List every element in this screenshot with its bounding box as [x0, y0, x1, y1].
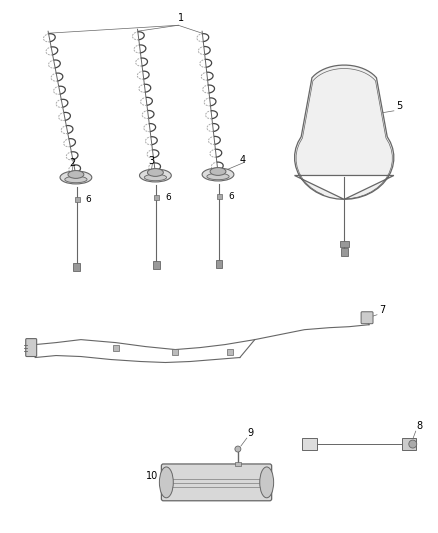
Ellipse shape [60, 171, 92, 184]
Bar [155, 196, 159, 200]
Bar [113, 345, 119, 351]
Ellipse shape [210, 167, 226, 175]
Bar [215, 260, 223, 268]
Ellipse shape [140, 169, 171, 182]
Circle shape [235, 446, 241, 452]
Bar [303, 438, 318, 450]
FancyBboxPatch shape [161, 464, 272, 501]
Ellipse shape [68, 171, 84, 179]
Text: 8: 8 [417, 421, 423, 431]
Bar [341, 248, 348, 256]
Ellipse shape [260, 467, 274, 498]
Bar [172, 349, 178, 354]
Text: 1: 1 [178, 13, 184, 23]
Ellipse shape [148, 168, 163, 176]
Text: 3: 3 [148, 156, 155, 166]
Bar [217, 195, 222, 199]
Bar [340, 241, 349, 247]
Text: 6: 6 [228, 192, 234, 201]
Bar [74, 263, 81, 271]
Text: 4: 4 [240, 155, 246, 165]
Bar [235, 462, 241, 466]
Text: 6: 6 [86, 195, 92, 204]
Text: 9: 9 [248, 428, 254, 438]
Text: 2: 2 [69, 158, 75, 167]
Bar [402, 438, 416, 450]
Polygon shape [294, 65, 394, 199]
Ellipse shape [144, 174, 166, 181]
Ellipse shape [207, 173, 229, 180]
Bar [75, 197, 80, 203]
FancyBboxPatch shape [26, 338, 37, 357]
Text: 6: 6 [165, 193, 171, 203]
Ellipse shape [65, 176, 87, 183]
Text: 5: 5 [396, 101, 402, 111]
Ellipse shape [159, 467, 173, 498]
Circle shape [409, 440, 417, 448]
Bar [153, 261, 160, 269]
FancyBboxPatch shape [361, 312, 373, 324]
Text: 10: 10 [145, 471, 158, 481]
Text: 7: 7 [379, 305, 385, 315]
Ellipse shape [202, 168, 234, 181]
Bar [227, 349, 233, 354]
